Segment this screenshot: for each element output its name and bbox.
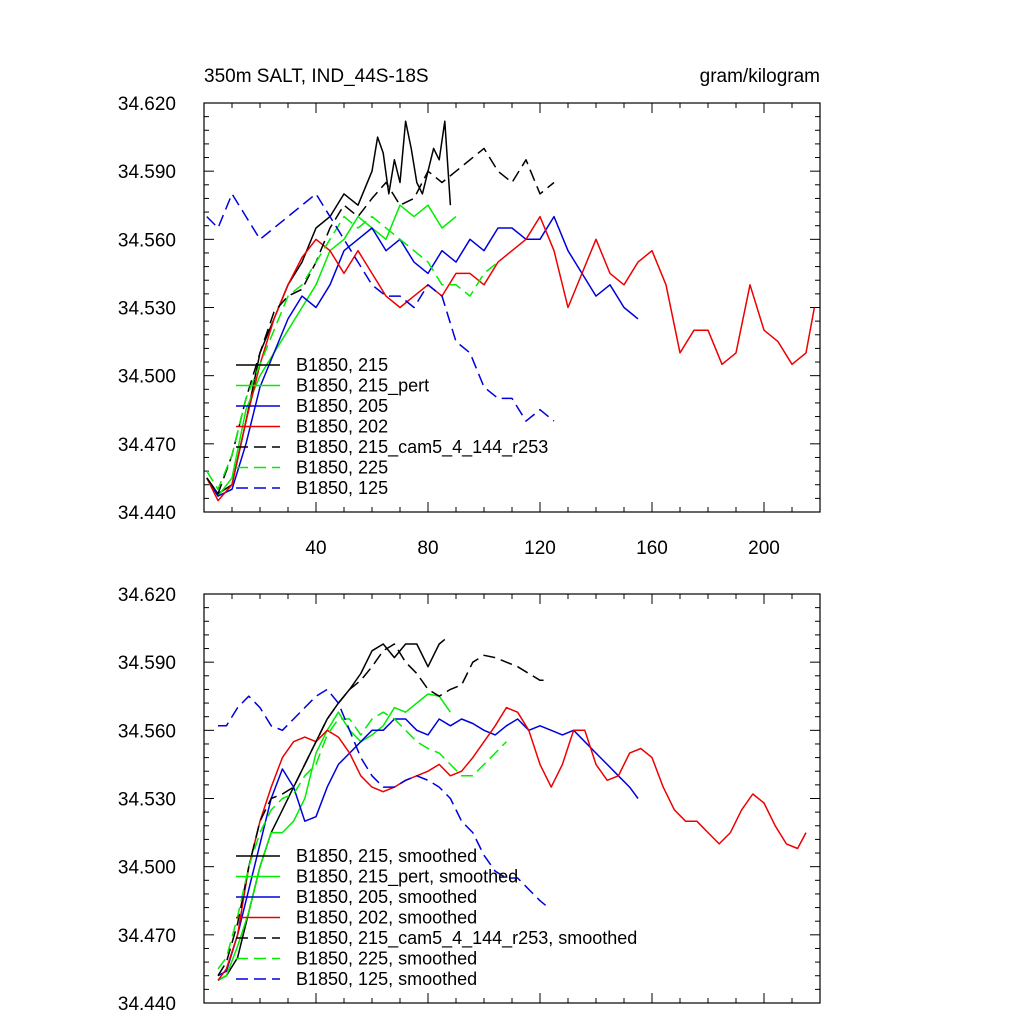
legend-entry-3: B1850, 202 [296,417,388,437]
chart-title: 350m SALT, IND_44S-18S [204,66,429,87]
legend-entry-6: B1850, 125, smoothed [296,969,477,989]
y-tick-label: 34.530 [118,790,176,811]
series-line-5 [217,711,507,970]
y-tick-label: 34.500 [118,367,176,388]
y-tick-label: 34.620 [118,585,176,606]
y-tick-label: 34.440 [118,994,176,1015]
legend-entry-6: B1850, 125 [296,478,388,498]
y-tick-label: 34.440 [118,503,176,524]
units-label: gram/kilogram [700,66,820,87]
y-tick-label: 34.500 [118,858,176,879]
legend-entry-3: B1850, 202, smoothed [296,908,477,928]
legend-entry-0: B1850, 215, smoothed [296,846,477,866]
series-line-3 [217,706,807,981]
y-tick-label: 34.560 [118,721,176,742]
x-tick-label: 160 [636,538,668,559]
series-line-5 [206,215,499,491]
legend-entry-5: B1850, 225 [296,458,388,478]
legend-entry-1: B1850, 215_pert [296,376,429,397]
x-tick-label: 200 [748,538,780,559]
legend-entry-5: B1850, 225, smoothed [296,949,477,969]
legend-entry-2: B1850, 205, smoothed [296,887,477,907]
legend-entry-4: B1850, 215_cam5_4_144_r253 [296,437,548,458]
top-panel: 350m SALT, IND_44S-18S gram/kilogram 34.44… [118,66,821,559]
series-line-1 [217,693,452,981]
legend-entry-4: B1850, 215_cam5_4_144_r253, smoothed [296,928,637,949]
x-tick-label: 40 [305,538,326,559]
y-tick-label: 34.470 [118,435,176,456]
legend-entry-1: B1850, 215_pert, smoothed [296,867,518,888]
series-line-0 [206,120,452,495]
y-tick-label: 34.530 [118,299,176,320]
y-tick-label: 34.470 [118,926,176,947]
series-line-4 [217,643,546,977]
x-tick-label: 80 [417,538,438,559]
y-tick-label: 34.620 [118,94,176,115]
legend-entry-2: B1850, 205 [296,396,388,416]
legend-entry-0: B1850, 215 [296,355,388,375]
series-line-2 [206,215,639,497]
series-line-6 [218,688,547,906]
x-tick-label: 120 [524,538,556,559]
series-line-6 [206,193,555,422]
series-line-2 [217,718,639,977]
bottom-panel: 34.440 34.470 34.500 34.530 34.560 34.590 34.6… [118,585,821,1015]
y-tick-label: 34.560 [118,230,176,251]
series-line-4 [206,147,555,495]
y-tick-label: 34.590 [118,162,176,183]
series-line-3 [206,215,816,502]
y-tick-label: 34.590 [118,653,176,674]
